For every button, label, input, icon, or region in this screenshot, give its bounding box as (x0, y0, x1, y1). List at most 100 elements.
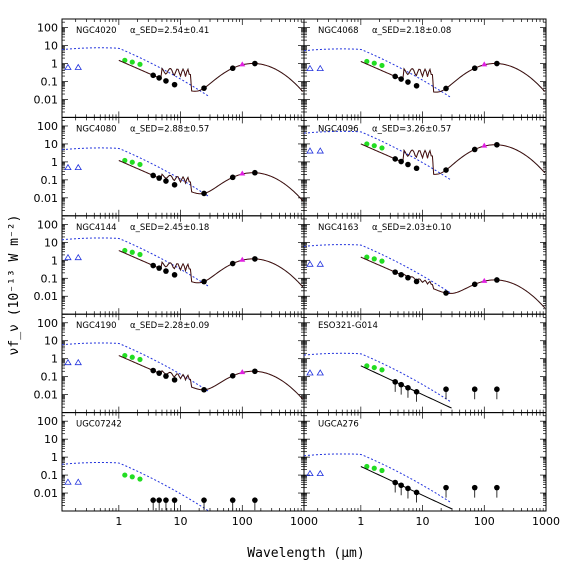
uv-point (316, 369, 324, 376)
nearir-point (137, 61, 143, 67)
total-model-line (360, 60, 546, 93)
uv-point (306, 147, 314, 154)
nearir-point (371, 465, 377, 471)
photometry-point (443, 167, 449, 173)
panel-ugca276: 1 10 100 1000 UGCA276 (303, 412, 560, 528)
photometry-point (392, 73, 398, 80)
panel-alpha: α_SED=2.18±0.08 (372, 26, 451, 36)
photometry-point (398, 76, 404, 82)
stellar-model-line (304, 244, 451, 294)
nearir-point (129, 159, 135, 165)
y-tick-label: 0.01 (34, 192, 59, 205)
photometry-point (150, 367, 156, 374)
photometry-point (471, 281, 478, 288)
uv-point (64, 163, 72, 171)
nearir-point (364, 363, 370, 369)
far-ir-point (239, 170, 246, 176)
photometry-point (201, 278, 207, 285)
x-tick-label: 100 (232, 515, 253, 528)
photometry-point (398, 271, 404, 278)
y-tick-label: 1 (51, 156, 58, 169)
y-tick-label: 0.01 (34, 290, 59, 303)
nearir-point (129, 354, 135, 360)
photometry-point (201, 386, 207, 393)
total-model-line (360, 466, 452, 510)
panel-frame (303, 412, 547, 512)
panel-name: NGC4080 (76, 124, 117, 134)
y-tick-label: 1 (51, 451, 58, 464)
x-tick-label: 1 (115, 515, 122, 528)
uv-point (74, 253, 82, 261)
irs-spectrum-line (360, 256, 545, 309)
panel-alpha: α_SED=2.88±0.57 (130, 124, 209, 134)
irs-spectrum-line (360, 143, 545, 175)
uv-point (64, 63, 72, 70)
uv-point (306, 64, 314, 72)
photometry-point (252, 256, 258, 262)
y-tick-label: 0.01 (34, 389, 59, 402)
uv-point (74, 163, 82, 171)
panel-alpha: α_SED=2.28±0.09 (130, 321, 209, 331)
photometry-point (494, 277, 500, 283)
uv-point (64, 253, 72, 261)
photometry-point (229, 174, 236, 181)
uv-point (306, 469, 314, 477)
total-model-line (118, 355, 304, 400)
panel-ngc4144: 0.01 0.1 1 10 100 NGC4144 α_SED=2.45±0.18 (34, 215, 305, 315)
stellar-model-line (62, 462, 209, 512)
panel-name: UGCA276 (318, 420, 359, 430)
nearir-point (379, 62, 385, 69)
nearir-point (379, 258, 385, 264)
photometry-point (229, 65, 236, 72)
nearir-point (122, 472, 128, 478)
photometry-point (494, 60, 500, 67)
stellar-model-line (304, 453, 451, 503)
panel-ugc07242: 0.01 0.1 1 10 100 1 10 100 1000 UGC07242 (34, 412, 318, 528)
y-tick-label: 10 (44, 433, 58, 446)
total-model-line (360, 143, 546, 175)
nearir-point (122, 247, 128, 254)
panel-plot-area (304, 48, 546, 98)
uv-point (64, 478, 72, 485)
panel-name: UGC07242 (76, 420, 122, 430)
irs-spectrum-line (360, 61, 545, 93)
photometry-point (156, 370, 162, 376)
x-tick-label: 10 (416, 515, 430, 528)
photometry-point (405, 274, 411, 281)
panel-alpha: α_SED=2.03±0.10 (372, 223, 451, 233)
uv-point (306, 260, 314, 267)
stellar-model-line (62, 237, 209, 287)
panel-plot-area (62, 147, 304, 202)
nearir-point (364, 254, 370, 260)
panel-plot-area (304, 352, 500, 409)
photometry-point (163, 78, 169, 84)
y-tick-label: 0.1 (41, 371, 59, 384)
y-tick-label: 0.1 (41, 469, 59, 482)
nearir-point (379, 145, 385, 151)
nearir-point (371, 256, 377, 262)
photometry-point (201, 190, 207, 197)
photometry-point (229, 373, 236, 379)
y-tick-label: 1 (51, 254, 58, 267)
y-tick-label: 1 (51, 58, 58, 71)
y-tick-label: 10 (44, 40, 58, 53)
photometry-point (150, 172, 156, 179)
y-tick-label: 1 (51, 353, 58, 366)
panel-plot-area (304, 130, 546, 180)
stellar-model-line (304, 130, 451, 180)
photometry-point (229, 260, 236, 267)
photometry-point (443, 85, 449, 92)
total-model-line (360, 365, 452, 409)
photometry-point (443, 290, 449, 296)
y-tick-label: 100 (37, 120, 58, 133)
photometry-point (171, 272, 178, 278)
y-tick-label: 0.1 (41, 75, 59, 88)
uv-point (74, 478, 82, 485)
photometry-point (171, 81, 178, 88)
y-tick-label: 100 (37, 22, 58, 35)
panel-plot-area (62, 342, 304, 400)
panel-eso321-g014: ESO321-G014 (303, 313, 547, 414)
nearir-point (137, 476, 143, 482)
panels-group: 0.01 0.1 1 10 100 NGC4020 α_SED=2.54±0.41 NGC40… (34, 18, 560, 528)
